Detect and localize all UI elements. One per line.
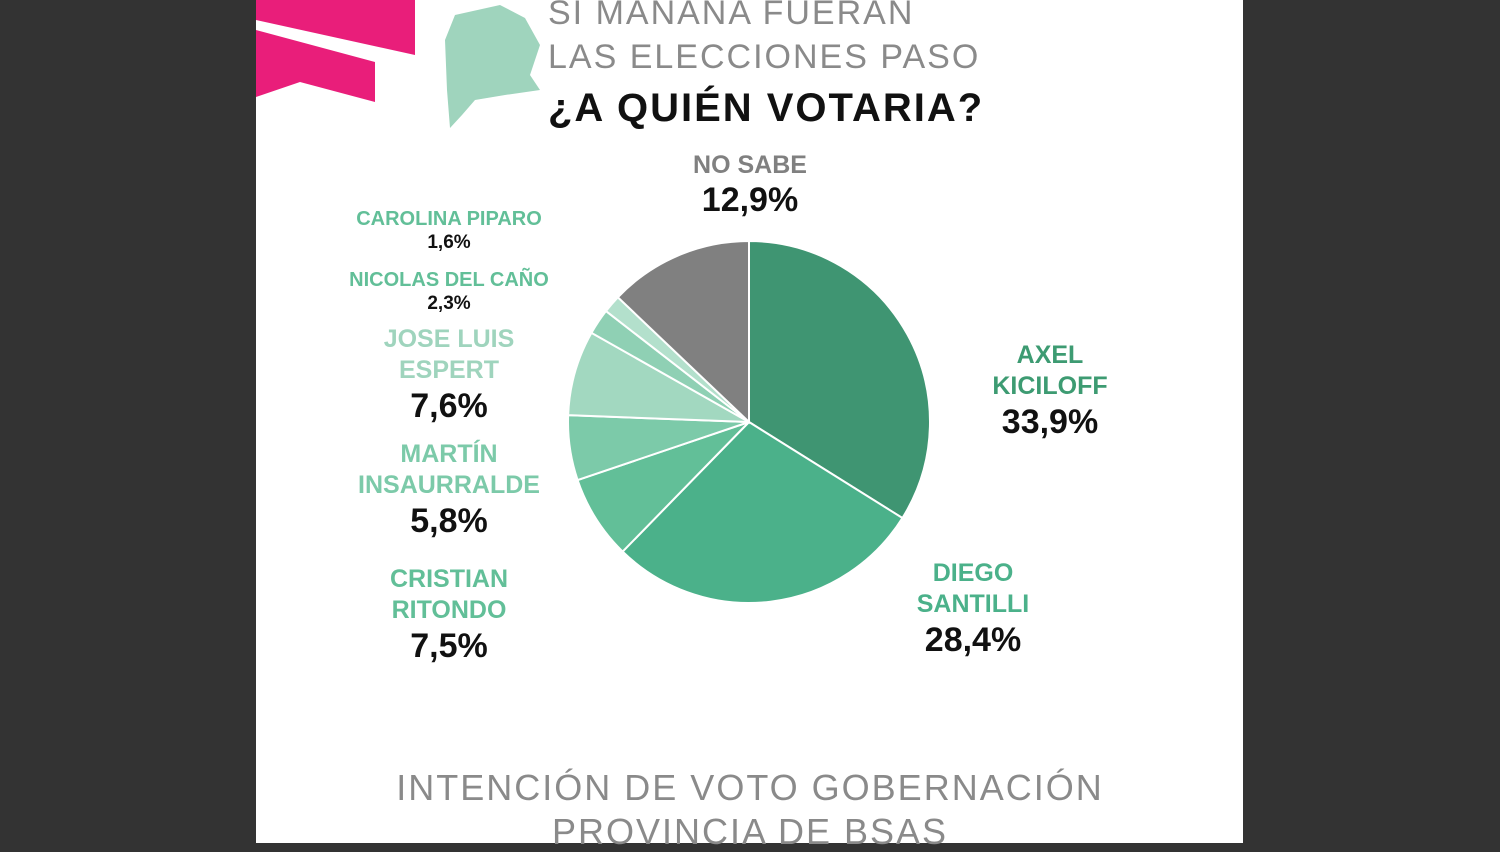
footer-line: PROVINCIA DE BSAS [551, 811, 949, 852]
title-line: LAS ELECCIONES PASO [548, 38, 981, 76]
category-label: NICOLAS DEL CAÑO [349, 269, 549, 291]
value-label: 28,4% [924, 620, 1022, 659]
pie-slice [748, 239, 931, 520]
category-label: MARTÍN INSAURRALDE [358, 440, 540, 500]
value-label: 1,6% [427, 232, 471, 253]
value-label: 33,9% [1001, 402, 1099, 441]
slice-label: NICOLAS DEL CAÑO 2,3% [309, 268, 589, 315]
slice-label: JOSE LUIS ESPERT 7,6% [364, 324, 534, 426]
pie-slice [616, 239, 750, 425]
category-label: NO SABE [693, 151, 807, 179]
slice-label: CRISTIAN RITONDO 7,5% [369, 564, 529, 666]
pie [567, 239, 931, 604]
category-label: AXEL KICILOFF [992, 341, 1108, 401]
title: ¿A QUIÉN VOTARIA? [548, 86, 985, 130]
slice-label: CAROLINA PIPARO 1,6% [309, 207, 589, 254]
category-label: CAROLINA PIPARO [356, 208, 542, 230]
category-label: DIEGO SANTILLI [916, 559, 1030, 619]
pie-slice [621, 420, 904, 604]
logo [256, 30, 375, 102]
value-label: 7,6% [410, 386, 488, 425]
value-label: 7,5% [410, 626, 488, 665]
slice-label: AXEL KICILOFF 33,9% [975, 340, 1125, 442]
footer-line: INTENCIÓN DE VOTO GOBERNACIÓN [396, 767, 1104, 808]
slice-label: DIEGO SANTILLI 28,4% [898, 558, 1048, 660]
logo [256, 0, 415, 55]
value-label: 12,9% [701, 181, 799, 220]
map-icon [445, 5, 540, 128]
value-label: 2,3% [427, 293, 471, 314]
title-line: SI MAÑANA FUERAN [548, 0, 915, 32]
slice-label: NO SABE 12,9% [650, 150, 850, 220]
category-label: CRISTIAN RITONDO [389, 565, 509, 625]
value-label: 5,8% [410, 501, 488, 540]
category-label: JOSE LUIS ESPERT [383, 325, 515, 385]
slice-label: MARTÍN INSAURRALDE 5,8% [334, 439, 564, 541]
